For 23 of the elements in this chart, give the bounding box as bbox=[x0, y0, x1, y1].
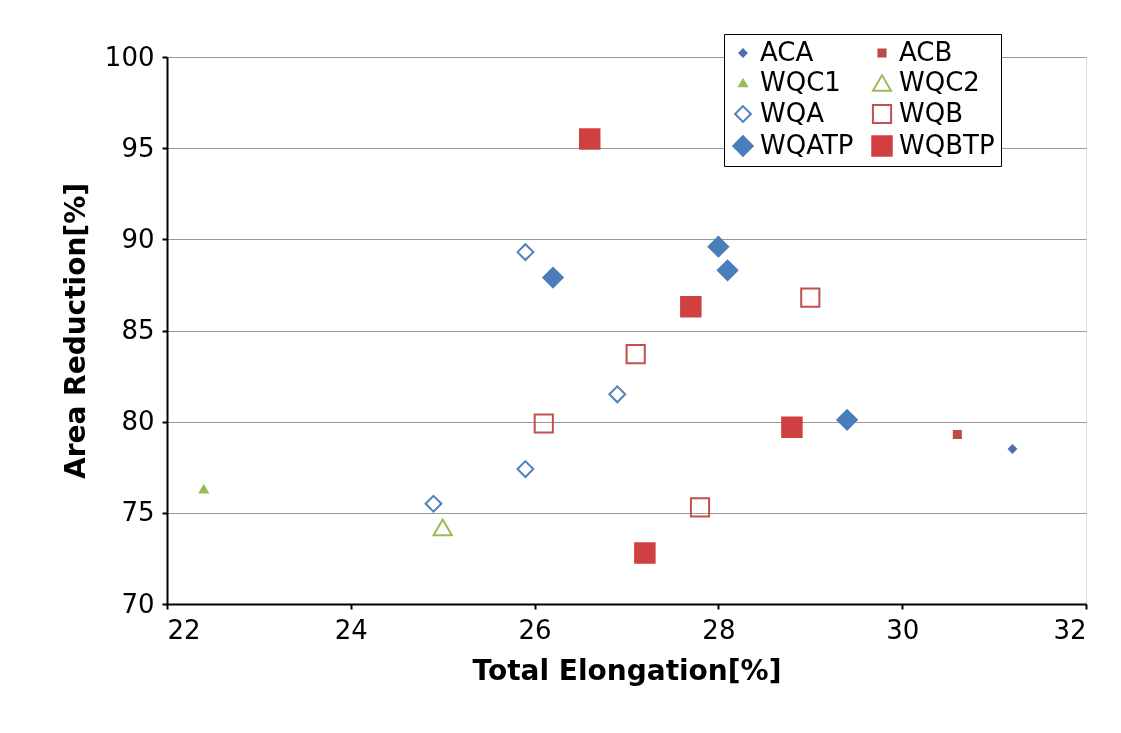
x-tick-label: 26 bbox=[518, 614, 552, 645]
legend-label: ACB bbox=[899, 37, 953, 67]
x-tick-label: 28 bbox=[702, 614, 736, 645]
legend-label: WQB bbox=[899, 98, 964, 128]
y-tick-label: 95 bbox=[121, 132, 155, 163]
x-tick-label: 32 bbox=[1053, 614, 1087, 645]
y-tick-label: 85 bbox=[121, 315, 155, 345]
x-tick-label: 24 bbox=[334, 614, 368, 645]
y-tick-label: 80 bbox=[121, 406, 155, 437]
y-tick-label: 75 bbox=[121, 497, 155, 528]
y-tick-label: 90 bbox=[121, 223, 155, 254]
legend-label: WQBTP bbox=[899, 130, 995, 160]
y-axis-title: Area Reduction[%] bbox=[58, 182, 92, 480]
legend-label: ACA bbox=[760, 37, 814, 67]
legend-label: WQA bbox=[760, 98, 825, 128]
x-tick-label: 30 bbox=[886, 614, 920, 645]
legend-label: WQC2 bbox=[899, 67, 980, 97]
x-tick-label: 22 bbox=[167, 614, 201, 645]
y-tick-label: 100 bbox=[104, 41, 155, 72]
y-tick-label: 70 bbox=[121, 588, 155, 619]
x-axis-title: Total Elongation[%] bbox=[472, 653, 782, 687]
legend-label: WQC1 bbox=[760, 67, 841, 97]
legend-label: WQATP bbox=[760, 130, 854, 160]
